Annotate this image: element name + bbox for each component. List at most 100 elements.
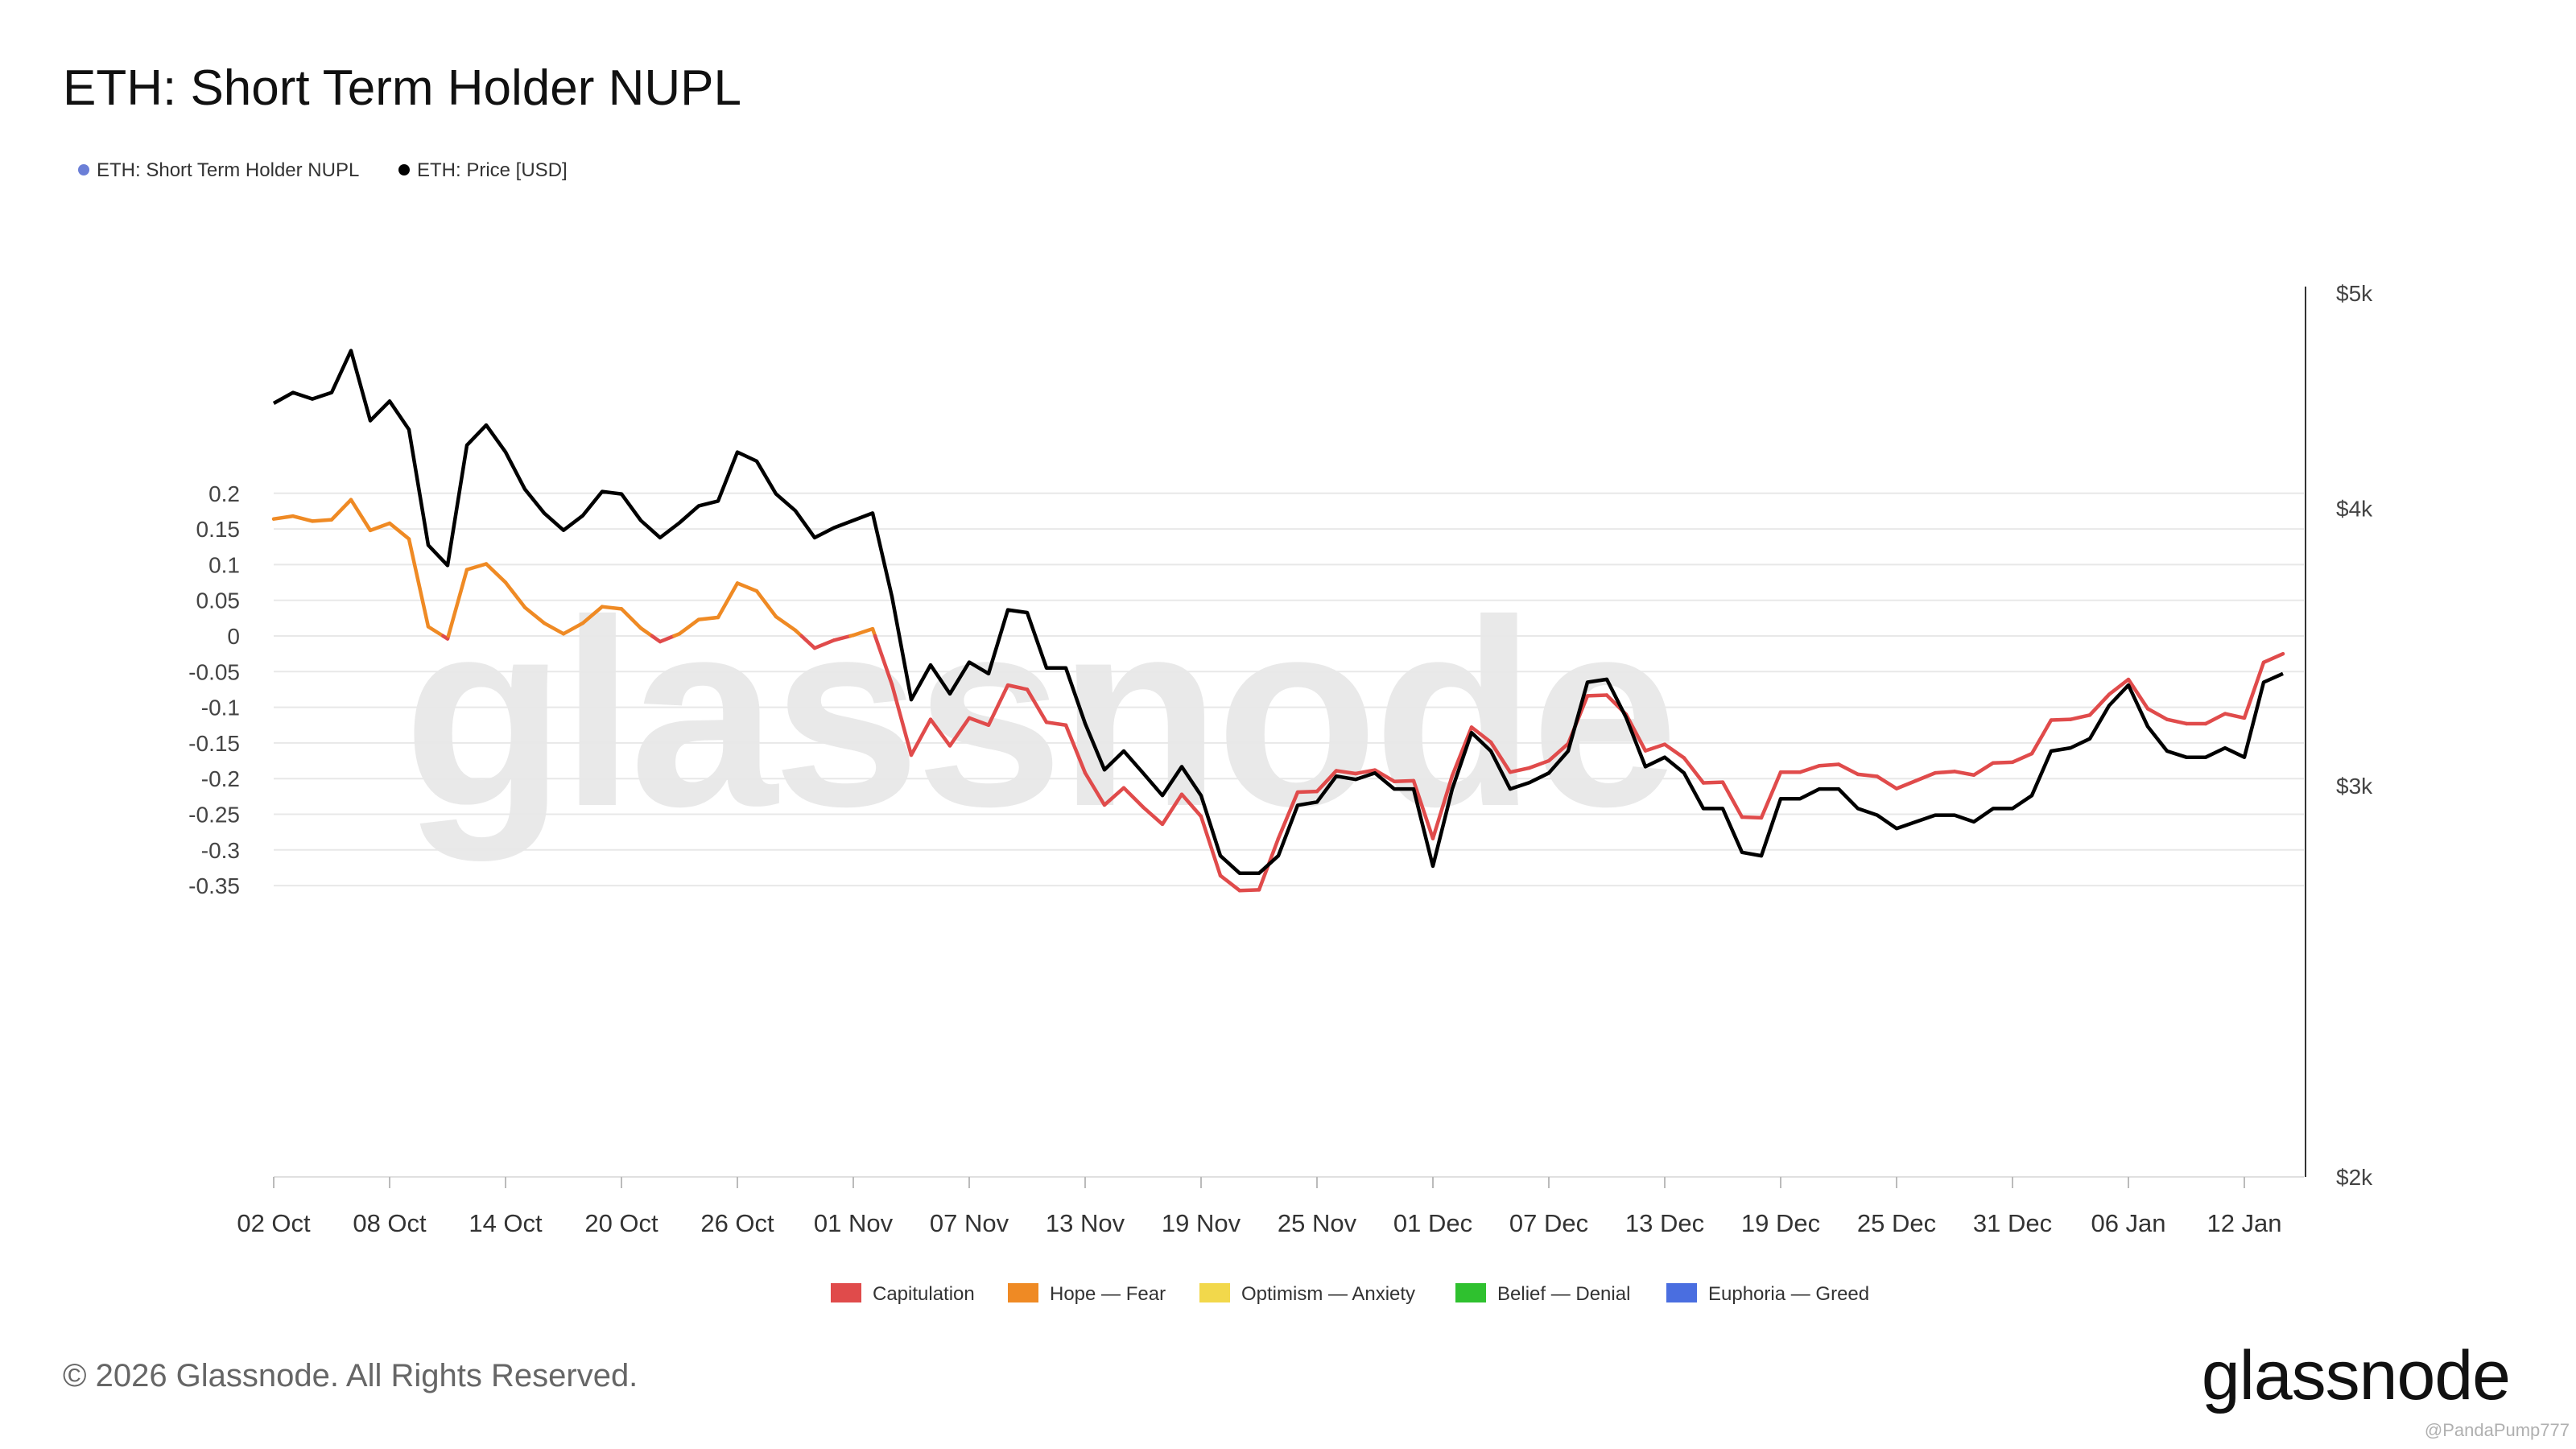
nupl-line-segment bbox=[329, 497, 353, 522]
nupl-line-segment bbox=[542, 621, 566, 636]
nupl-line-segment bbox=[464, 562, 489, 572]
x-tick-label: 08 Oct bbox=[353, 1209, 427, 1237]
y-left-tick-label: 0.1 bbox=[208, 552, 240, 577]
nupl-line-segment bbox=[2203, 712, 2227, 726]
y-right-tick-label: $2k bbox=[2336, 1165, 2373, 1190]
band-legend-label[interactable]: Euphoria — Greed bbox=[1708, 1283, 1869, 1305]
nupl-line-segment bbox=[1160, 792, 1184, 827]
nupl-line-segment bbox=[1430, 774, 1455, 840]
nupl-line-segment bbox=[947, 716, 972, 748]
x-tick-label: 19 Dec bbox=[1741, 1209, 1820, 1237]
nupl-line-segment bbox=[522, 605, 547, 625]
nupl-line-segment bbox=[368, 521, 392, 533]
nupl-line-segment bbox=[1083, 770, 1107, 807]
nupl-line-segment bbox=[2010, 751, 2034, 765]
legend-label-nupl[interactable]: ETH: Short Term Holder NUPL bbox=[97, 159, 359, 181]
band-legend-swatch bbox=[1199, 1283, 1230, 1302]
nupl-line-segment bbox=[1141, 805, 1165, 827]
nupl-line-segment bbox=[1334, 769, 1358, 776]
nupl-line-segment bbox=[1353, 768, 1377, 776]
credit-text: @PandaPump777 bbox=[2425, 1420, 2570, 1440]
nupl-line-segment bbox=[928, 717, 952, 748]
nupl-line-segment bbox=[600, 605, 624, 611]
legend-marker-nupl bbox=[78, 164, 89, 175]
plot-area bbox=[271, 349, 2285, 893]
nupl-line-segment bbox=[638, 626, 654, 638]
nupl-line-segment bbox=[774, 614, 798, 633]
nupl-line-segment bbox=[735, 581, 759, 593]
y-axis-left: 0.2 0.15 0.1 0.05 0 -0.05 -0.1 -0.15 -0.2 -0.25 -0… bbox=[188, 481, 240, 898]
nupl-line-segment bbox=[1025, 687, 1049, 724]
nupl-line-segment bbox=[1624, 712, 1648, 753]
x-tick-label: 13 Dec bbox=[1625, 1209, 1704, 1237]
nupl-line-segment bbox=[1315, 769, 1339, 794]
y-left-tick-label: -0.1 bbox=[201, 696, 240, 720]
x-tick-label: 31 Dec bbox=[1973, 1209, 2052, 1237]
nupl-line-segment bbox=[407, 537, 431, 629]
nupl-line-segment bbox=[1044, 720, 1068, 727]
x-tick-label: 02 Oct bbox=[237, 1209, 311, 1237]
nupl-line-segment bbox=[1276, 790, 1300, 840]
copyright-text: © 2026 Glassnode. All Rights Reserved. bbox=[63, 1358, 638, 1393]
x-tick-label: 13 Nov bbox=[1046, 1209, 1125, 1237]
nupl-line-segment bbox=[426, 625, 445, 638]
nupl-line-segment bbox=[1740, 815, 1764, 820]
series-legend: ETH: Short Term Holder NUPL ETH: Price [… bbox=[78, 159, 568, 181]
nupl-line-segment bbox=[1102, 786, 1126, 807]
nupl-line-segment bbox=[2068, 713, 2092, 721]
nupl-line-segment bbox=[1701, 780, 1725, 785]
y-left-tick-label: -0.3 bbox=[201, 838, 240, 863]
band-legend-label[interactable]: Capitulation bbox=[873, 1283, 975, 1305]
nupl-line-segment bbox=[503, 580, 527, 609]
nupl-line-segment bbox=[1894, 778, 1918, 791]
x-tick-label: 25 Nov bbox=[1278, 1209, 1357, 1237]
x-tick-label: 01 Dec bbox=[1393, 1209, 1472, 1237]
y-left-tick-label: 0 bbox=[227, 624, 240, 649]
x-tick-label: 19 Nov bbox=[1162, 1209, 1241, 1237]
nupl-line-segment bbox=[2165, 717, 2189, 726]
nupl-line-segment bbox=[1875, 774, 1899, 791]
x-tick-label: 14 Oct bbox=[469, 1209, 543, 1237]
nupl-line-segment bbox=[1450, 725, 1474, 778]
y-left-tick-label: -0.35 bbox=[188, 873, 240, 898]
legend-marker-price bbox=[398, 164, 410, 175]
chart-title: ETH: Short Term Holder NUPL bbox=[63, 60, 741, 116]
nupl-line-segment bbox=[2145, 707, 2169, 721]
nupl-line-segment bbox=[2029, 718, 2054, 756]
nupl-line-segment bbox=[387, 521, 411, 541]
band-legend-swatch bbox=[1455, 1283, 1486, 1302]
nupl-line-segment bbox=[1411, 778, 1435, 840]
nupl-line-segment bbox=[349, 497, 373, 533]
nupl-line-segment bbox=[677, 617, 701, 636]
nupl-line-segment bbox=[2087, 692, 2112, 717]
nupl-line-segment bbox=[619, 607, 643, 630]
nupl-line-segment bbox=[1469, 725, 1493, 745]
nupl-line-segment bbox=[2242, 660, 2266, 720]
band-legend-swatch bbox=[1008, 1283, 1038, 1302]
x-tick-label: 07 Nov bbox=[930, 1209, 1009, 1237]
x-tick-label: 26 Oct bbox=[700, 1209, 774, 1237]
nupl-line-segment bbox=[446, 568, 469, 638]
nupl-line-segment bbox=[1836, 762, 1860, 777]
band-legend-swatch bbox=[831, 1283, 861, 1302]
nupl-line-segment bbox=[909, 717, 933, 758]
y-right-tick-label: $3k bbox=[2336, 774, 2373, 799]
nupl-line-segment bbox=[1199, 814, 1223, 877]
x-tick-label: 12 Jan bbox=[2207, 1209, 2281, 1237]
nupl-line-segment bbox=[1373, 768, 1397, 783]
legend-label-price[interactable]: ETH: Price [USD] bbox=[417, 159, 568, 181]
y-left-tick-label: 0.2 bbox=[208, 481, 240, 506]
nupl-line-segment bbox=[696, 615, 720, 621]
y-right-tick-label: $4k bbox=[2336, 496, 2373, 521]
nupl-line-segment bbox=[1720, 780, 1744, 819]
nupl-line-segment bbox=[2223, 712, 2247, 720]
x-tick-label: 07 Dec bbox=[1509, 1209, 1588, 1237]
nupl-line-segment bbox=[1913, 770, 1938, 783]
nupl-line-segment bbox=[1662, 742, 1686, 760]
band-legend-label[interactable]: Belief — Denial bbox=[1497, 1283, 1630, 1305]
nupl-line-segment bbox=[580, 605, 605, 625]
band-legend-label[interactable]: Optimism — Anxiety bbox=[1241, 1283, 1415, 1305]
nupl-line-segment bbox=[2126, 677, 2150, 711]
nupl-line-segment bbox=[1063, 723, 1088, 775]
band-legend-label[interactable]: Hope — Fear bbox=[1050, 1283, 1166, 1305]
